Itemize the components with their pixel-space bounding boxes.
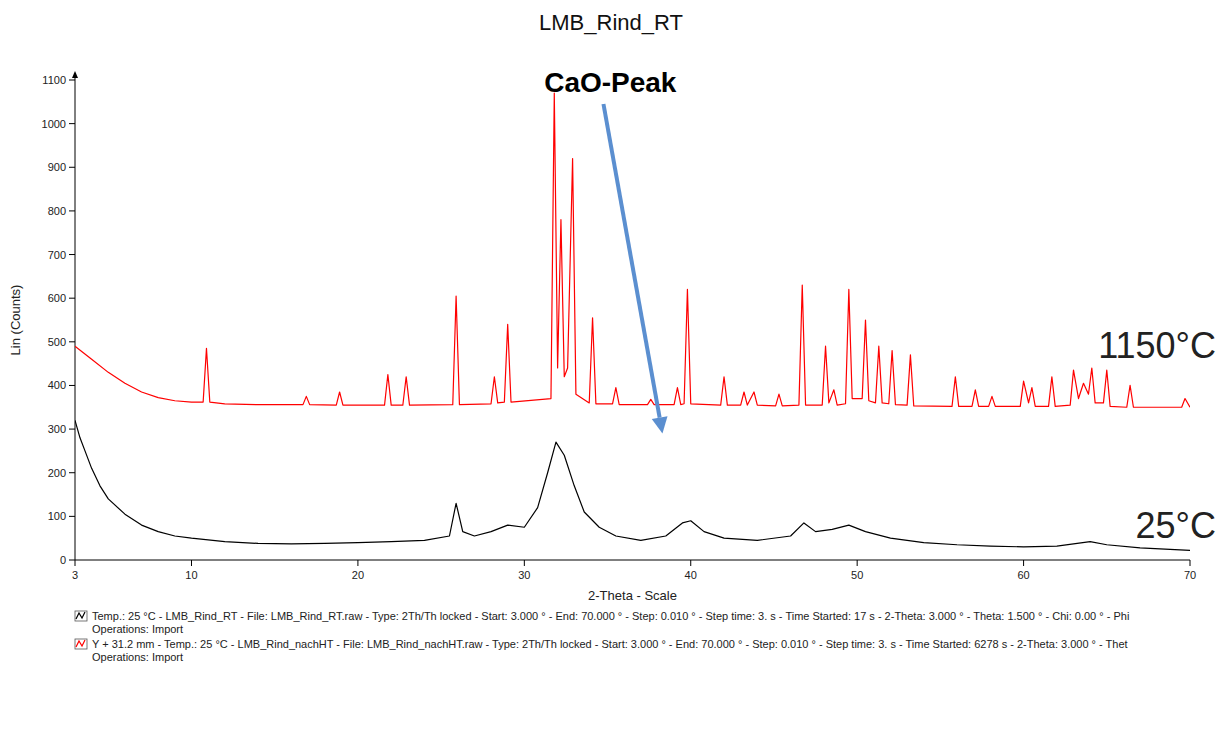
y-tick-label: 600	[48, 292, 66, 304]
x-tick-label: 50	[851, 569, 863, 581]
annotation-text: CaO-Peak	[544, 67, 677, 98]
x-axis-line	[75, 560, 1190, 561]
chart: LMB_Rind_RT 0 100 200 300 400 500 600 700 800 900 1…	[0, 0, 1222, 742]
x-axis-title: 2-Theta - Scale	[588, 588, 677, 603]
y-tick	[69, 210, 75, 211]
x-tick	[191, 560, 192, 566]
x-tick	[1190, 560, 1191, 566]
legend-swatch	[76, 612, 85, 619]
y-tick	[69, 254, 75, 255]
legend-entry: Y + 31.2 mm - Temp.: 25 °C - LMB_Rind_na…	[92, 638, 1128, 650]
y-tick	[69, 516, 75, 517]
y-tick-label: 300	[48, 423, 66, 435]
series-label: 1150°C	[1098, 325, 1216, 366]
y-tick-label: 900	[48, 161, 66, 173]
y-tick-label: 200	[48, 467, 66, 479]
y-tick-label: 1100	[42, 74, 66, 86]
title: LMB_Rind_RT	[539, 10, 683, 35]
legend-note: Operations: Import	[92, 651, 183, 663]
x-tick-label: 20	[352, 569, 364, 581]
x-tick	[1023, 560, 1024, 566]
y-tick	[69, 429, 75, 430]
x-tick-label: 60	[1017, 569, 1029, 581]
y-tick-label: 500	[48, 336, 66, 348]
series-line	[75, 93, 1190, 407]
series-line	[75, 420, 1190, 550]
y-tick	[69, 123, 75, 124]
y-tick-label: 100	[48, 510, 66, 522]
y-axis-line	[75, 76, 76, 560]
x-tick	[357, 560, 358, 566]
x-tick	[857, 560, 858, 566]
y-tick	[69, 385, 75, 386]
y-tick	[69, 298, 75, 299]
x-tick	[524, 560, 525, 566]
y-tick-label: 700	[48, 249, 66, 261]
x-tick-label: 70	[1184, 569, 1196, 581]
x-tick	[75, 560, 76, 566]
y-tick-label: 800	[48, 205, 66, 217]
x-tick-label: 30	[518, 569, 530, 581]
y-tick-label: 1000	[42, 118, 66, 130]
legend-swatch-box	[75, 611, 87, 621]
y-axis-arrow	[72, 71, 78, 78]
y-axis-title: Lin (Counts)	[8, 285, 23, 356]
plot-area	[75, 93, 1190, 550]
y-tick	[69, 80, 75, 81]
series-label: 25°C	[1136, 505, 1216, 546]
legend-note: Operations: Import	[92, 623, 183, 635]
y-tick	[69, 560, 75, 561]
y-tick	[69, 341, 75, 342]
y-tick-label: 400	[48, 379, 66, 391]
x-tick	[690, 560, 691, 566]
legend-entry: Temp.: 25 °C - LMB_Rind_RT - File: LMB_R…	[92, 610, 1129, 622]
x-tick-label: 3	[72, 569, 78, 581]
annotation-arrowhead	[652, 416, 668, 433]
x-tick-label: 10	[185, 569, 197, 581]
annotation-arrow	[603, 104, 659, 418]
y-tick-label: 0	[60, 554, 66, 566]
y-tick	[69, 167, 75, 168]
y-tick	[69, 472, 75, 473]
legend-swatch	[76, 640, 85, 647]
legend-swatch-box	[75, 639, 87, 649]
x-tick-label: 40	[685, 569, 697, 581]
